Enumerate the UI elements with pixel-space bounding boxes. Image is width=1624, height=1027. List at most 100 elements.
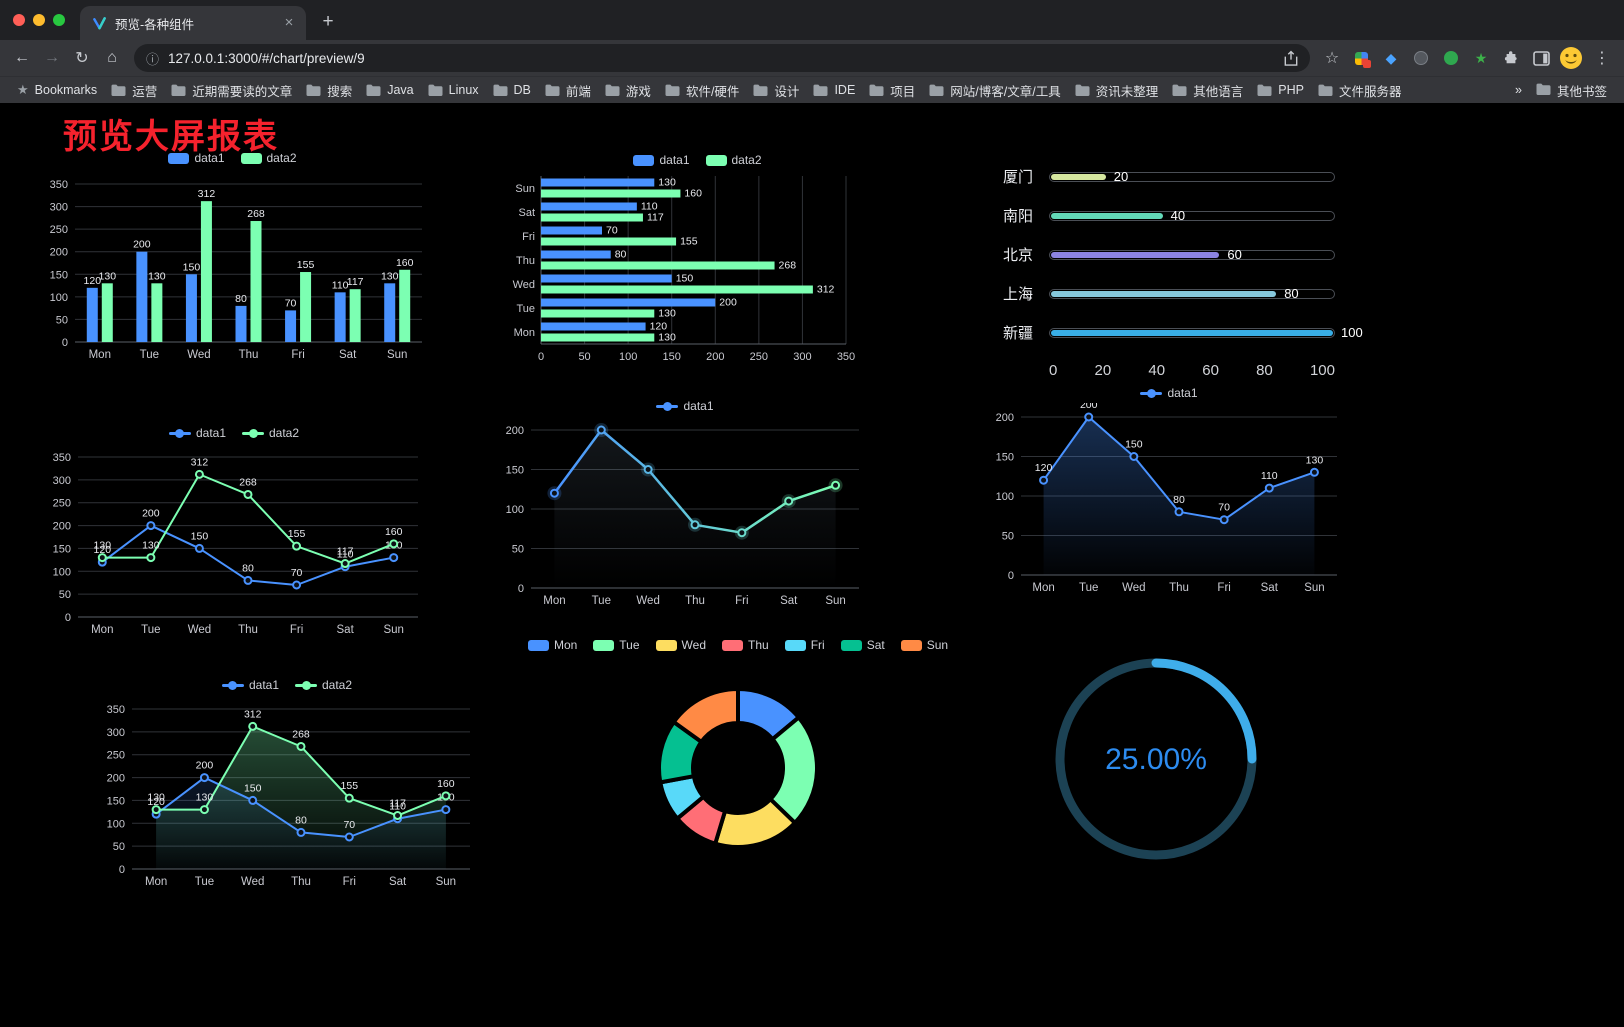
- svg-text:Wed: Wed: [188, 624, 211, 636]
- svg-text:110: 110: [641, 201, 658, 213]
- svg-text:100: 100: [53, 566, 71, 578]
- bookmark-folder[interactable]: 软件/硬件: [658, 78, 746, 103]
- bookmark-folder[interactable]: DB: [486, 80, 538, 100]
- extension-icons: ◆ ★ ⋮: [1348, 44, 1616, 72]
- legend-item-data2[interactable]: data2: [295, 678, 352, 692]
- legend-item-Sun[interactable]: Sun: [900, 638, 948, 652]
- other-bookmarks[interactable]: 其他书签: [1529, 78, 1614, 103]
- bookmark-folder[interactable]: 文件服务器: [1311, 78, 1409, 103]
- svg-text:25.00%: 25.00%: [1105, 743, 1207, 776]
- forward-button[interactable]: →: [44, 49, 60, 66]
- new-tab-button[interactable]: +: [322, 11, 334, 32]
- tab-strip: 预览-各种组件 × +: [0, 0, 1624, 40]
- url-text[interactable]: 127.0.0.1:3000/#/chart/preview/9: [168, 50, 365, 66]
- chart-legend: data1: [985, 383, 1353, 403]
- legend-item-data1[interactable]: data1: [221, 678, 279, 692]
- bookmarks-item-label: Bookmarks: [34, 83, 98, 97]
- site-info-icon[interactable]: ⓘ: [146, 51, 160, 67]
- extension-dark-circle-icon[interactable]: [1408, 45, 1434, 71]
- share-icon[interactable]: [1284, 50, 1298, 66]
- bookmark-folder[interactable]: 设计: [746, 78, 806, 103]
- progress-track: 80: [1049, 286, 1335, 301]
- bookmark-folder[interactable]: 近期需要读的文章: [164, 78, 299, 103]
- svg-text:150: 150: [53, 543, 71, 555]
- legend-item-data1[interactable]: data1: [168, 151, 225, 165]
- fullscreen-window-button[interactable]: [53, 14, 65, 26]
- close-window-button[interactable]: [13, 14, 25, 26]
- progress-track: 20: [1049, 169, 1335, 184]
- svg-text:80: 80: [242, 562, 254, 574]
- bookmark-folder[interactable]: 网站/博客/文章/工具: [922, 78, 1067, 103]
- svg-text:110: 110: [332, 279, 349, 291]
- extension-star-icon[interactable]: ★: [1474, 49, 1488, 66]
- back-button[interactable]: ←: [14, 49, 30, 66]
- svg-text:250: 250: [53, 498, 71, 510]
- legend-item-Mon[interactable]: Mon: [527, 638, 577, 652]
- bookmark-folder[interactable]: 搜索: [299, 78, 359, 103]
- legend-item-data2[interactable]: data2: [240, 151, 297, 165]
- legend-item-Tue[interactable]: Tue: [593, 638, 640, 652]
- legend-item-data2[interactable]: data2: [705, 153, 762, 167]
- extension-grid-icon[interactable]: [1348, 45, 1374, 71]
- bookmark-folder[interactable]: 其他语言: [1165, 78, 1250, 103]
- folder-icon: [1536, 83, 1551, 98]
- svg-text:Mon: Mon: [89, 349, 111, 361]
- svg-text:200: 200: [53, 521, 71, 533]
- profile-avatar[interactable]: [1558, 45, 1584, 71]
- svg-text:Sun: Sun: [1304, 582, 1324, 594]
- bookmark-folder[interactable]: IDE: [806, 80, 862, 100]
- reload-button[interactable]: ↻: [75, 50, 89, 67]
- bookmark-folder[interactable]: 前端: [538, 78, 598, 103]
- svg-text:160: 160: [684, 188, 702, 200]
- svg-text:300: 300: [793, 351, 811, 363]
- svg-text:150: 150: [506, 465, 524, 477]
- svg-text:0: 0: [65, 612, 71, 624]
- bookmark-folder[interactable]: 游戏: [598, 78, 658, 103]
- bookmark-folder[interactable]: 项目: [862, 78, 922, 103]
- bookmark-folder[interactable]: Java: [359, 80, 420, 100]
- extensions-puzzle-icon[interactable]: [1498, 45, 1524, 71]
- address-bar[interactable]: ⓘ 127.0.0.1:3000/#/chart/preview/9: [134, 44, 1310, 72]
- svg-text:150: 150: [244, 782, 262, 794]
- bookmarks-overflow-chevron[interactable]: »: [1515, 83, 1522, 97]
- svg-text:0: 0: [62, 337, 68, 349]
- extension-diamond-icon[interactable]: ◆: [1385, 49, 1397, 66]
- legend-item-data1[interactable]: data1: [1140, 386, 1198, 400]
- svg-text:268: 268: [247, 208, 265, 220]
- legend-item-Thu[interactable]: Thu: [722, 638, 769, 652]
- legend-item-Fri[interactable]: Fri: [784, 638, 825, 652]
- legend-item-data1[interactable]: data1: [633, 153, 690, 167]
- legend-item-data1[interactable]: data1: [656, 399, 714, 413]
- svg-text:Sat: Sat: [337, 624, 355, 636]
- bookmark-folder[interactable]: 资讯未整理: [1068, 78, 1166, 103]
- progress-fill: [1051, 329, 1333, 336]
- legend-item-data1[interactable]: data1: [168, 426, 226, 440]
- progress-track: 60: [1049, 247, 1335, 262]
- tab-close-icon[interactable]: ×: [284, 14, 294, 31]
- svg-text:250: 250: [50, 224, 68, 236]
- side-panel-icon[interactable]: [1528, 45, 1554, 71]
- chart-legend: data1: [495, 396, 875, 416]
- svg-text:250: 250: [107, 750, 125, 762]
- svg-text:130: 130: [147, 792, 165, 804]
- dashboard-page: 预览大屏报表 data1 data2 0 50 100 150 200 250 300 350 Mo…: [0, 103, 1624, 1027]
- browser-tab[interactable]: 预览-各种组件 ×: [80, 6, 306, 40]
- bookmark-star-icon[interactable]: ☆: [1324, 50, 1340, 67]
- bookmark-folder[interactable]: PHP: [1250, 80, 1311, 100]
- svg-text:110: 110: [337, 549, 354, 561]
- svg-text:130: 130: [381, 270, 399, 282]
- legend-item-Sat[interactable]: Sat: [840, 638, 885, 652]
- home-button[interactable]: ⌂: [107, 49, 117, 66]
- bookmarks-item[interactable]: ★ Bookmarks: [10, 79, 104, 101]
- bookmark-folder[interactable]: Linux: [421, 80, 486, 100]
- extension-green-circle-icon[interactable]: [1438, 45, 1464, 71]
- svg-text:Thu: Thu: [1169, 582, 1189, 594]
- menu-icon[interactable]: ⋮: [1594, 50, 1610, 67]
- minimize-window-button[interactable]: [33, 14, 45, 26]
- bookmark-folder[interactable]: 运营: [104, 78, 164, 103]
- legend-item-Wed[interactable]: Wed: [655, 638, 706, 652]
- svg-text:350: 350: [53, 452, 71, 464]
- legend-item-data2[interactable]: data2: [242, 426, 299, 440]
- svg-text:50: 50: [113, 841, 125, 853]
- progress-label: 北京: [1003, 247, 1034, 264]
